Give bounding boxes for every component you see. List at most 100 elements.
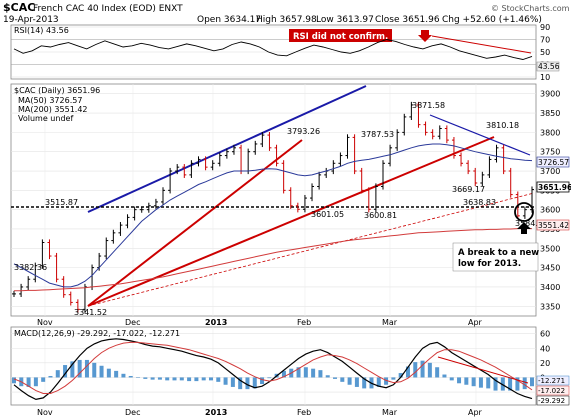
macd-histogram-bar	[33, 377, 38, 387]
blue-resistance-line	[429, 114, 531, 156]
macd-tick-label: 40	[540, 344, 550, 353]
rsi-axis: 9070503010	[540, 23, 550, 82]
brand-label: © StockCharts.com	[491, 4, 570, 13]
macd-histogram-bar	[172, 377, 177, 381]
rsi-label: RSI(14) 43.56	[14, 26, 69, 35]
price-panel	[10, 83, 537, 317]
label-3515: 3515.87	[45, 198, 78, 207]
macd-histogram-bar	[267, 377, 272, 379]
ticker-symbol: $CAC	[3, 1, 35, 14]
macd-histogram-bar	[318, 370, 323, 378]
macd-histogram-bar	[201, 377, 206, 381]
rsi-tick-label: 10	[540, 73, 550, 82]
price-tick-label: 3900	[540, 90, 560, 99]
macd-histogram-bar	[486, 377, 491, 389]
x-tick-label: Mar	[382, 318, 398, 327]
macd-histogram-bar	[99, 365, 104, 378]
header-date: 19-Apr-2013	[3, 15, 59, 25]
x-tick-label: Nov	[37, 318, 53, 327]
macd-histogram-bar	[515, 377, 520, 391]
macd-histogram-bar	[471, 377, 476, 387]
macd-histogram-bar	[223, 377, 228, 385]
macd-histogram-bar	[194, 377, 199, 382]
macd-histogram-bar	[136, 377, 141, 378]
arrow-up-icon	[517, 222, 531, 234]
macd-histogram-bar	[362, 377, 367, 389]
label-3341: 3341.52	[74, 308, 107, 317]
close-tag	[536, 181, 570, 193]
macd-histogram-bar	[500, 377, 505, 391]
price-tick-label: 3750	[540, 148, 560, 157]
price-axis: 3900385038003750370036503600355035003450…	[540, 90, 560, 312]
rsi-annotation-box	[289, 29, 392, 42]
rsi-tick-label: 70	[540, 36, 550, 45]
legend-ma200: MA(200) 3551.42	[18, 105, 88, 114]
macd-histogram-bar	[216, 377, 221, 382]
macd-histogram-bar	[157, 377, 162, 380]
rsi-value-tag	[536, 61, 560, 72]
macd-histogram-bar	[478, 377, 483, 388]
macd-histogram-bar	[26, 377, 31, 387]
legend-volume: Volume undef	[18, 114, 73, 123]
label-3600: 3600.81	[364, 211, 397, 220]
price-tick-label: 3350	[540, 302, 560, 311]
x-tick-label: Dec	[125, 408, 140, 417]
macd-histogram-bar	[48, 375, 53, 378]
macd-histogram-bar	[165, 377, 170, 381]
macd-label: MACD(12,26,9) -29.292, -17.022, -12.271	[14, 329, 180, 338]
ma200-tag	[536, 219, 570, 231]
macd-histogram-bar	[179, 377, 184, 381]
price-tick-label: 3850	[540, 109, 560, 118]
grid-lines	[11, 26, 536, 405]
macd-histogram-bar	[106, 368, 111, 378]
macd-histogram-bar	[457, 377, 462, 384]
macd-histogram-bar	[508, 377, 513, 391]
macd-histogram-bar	[208, 377, 213, 381]
label-3793: 3793.26	[287, 127, 320, 136]
macd-histogram-bar	[442, 374, 447, 378]
macd-histogram-bar	[128, 375, 133, 378]
macd-histogram-bar	[245, 377, 250, 390]
macd-histogram-bar	[384, 377, 389, 385]
macd-histogram-bar	[449, 377, 454, 381]
macd-histogram-bar	[143, 377, 148, 379]
macd-tag-1-text: -12.271	[538, 377, 565, 385]
macd-histogram-bar	[530, 377, 534, 387]
close-tag-text: 3651.96	[538, 183, 571, 192]
macd-histogram-bar	[84, 359, 89, 378]
macd-histogram-bar	[92, 362, 97, 378]
macd-histogram-bar	[493, 377, 498, 391]
high-value: High 3657.98	[256, 15, 317, 25]
macd-histogram-bar	[230, 377, 235, 387]
legend-ma50: MA(50) 3726.57	[18, 96, 82, 105]
macd-histogram-bar	[238, 377, 243, 390]
label-3601a: 3601.05	[311, 210, 344, 219]
break-annotation-box	[452, 242, 539, 272]
macd-line	[13, 338, 533, 401]
close-value: Close 3651.96	[375, 15, 440, 25]
macd-histogram-bar	[325, 375, 330, 378]
rsi-annotation: RSI did not confirm.	[293, 32, 388, 42]
macd-histogram-bar	[354, 377, 359, 387]
red-dashed-trend-line	[87, 192, 535, 307]
macd-histogram-bar	[187, 377, 192, 382]
macd-histogram-bar	[340, 377, 345, 382]
x-tick-label: Apr	[468, 408, 483, 417]
break-annotation: A break to a new low for 2013.	[458, 248, 539, 269]
ma50-tag-text: 3726.57	[538, 158, 569, 167]
ma50-tag	[536, 156, 570, 168]
x-tick-label: Mar	[382, 408, 398, 417]
macd-tag-2-text: -17.022	[538, 387, 565, 395]
price-labels: 3382.36 3515.87 3341.52 3793.26 3787.53 …	[14, 101, 548, 317]
rsi-tick-label: 50	[540, 48, 550, 57]
x-tick-label: 2013	[205, 408, 227, 417]
macd-histogram-bar	[311, 368, 316, 378]
macd-histogram-bar	[405, 366, 410, 378]
price-tick-label: 3700	[540, 167, 560, 176]
macd-histogram-bar	[391, 377, 396, 380]
macd-histogram-bar	[464, 377, 469, 385]
low-value: Low 3613.97	[316, 15, 374, 25]
macd-panel	[10, 326, 537, 406]
macd-histogram-bar	[281, 370, 286, 378]
macd-histogram-bar	[333, 377, 338, 379]
